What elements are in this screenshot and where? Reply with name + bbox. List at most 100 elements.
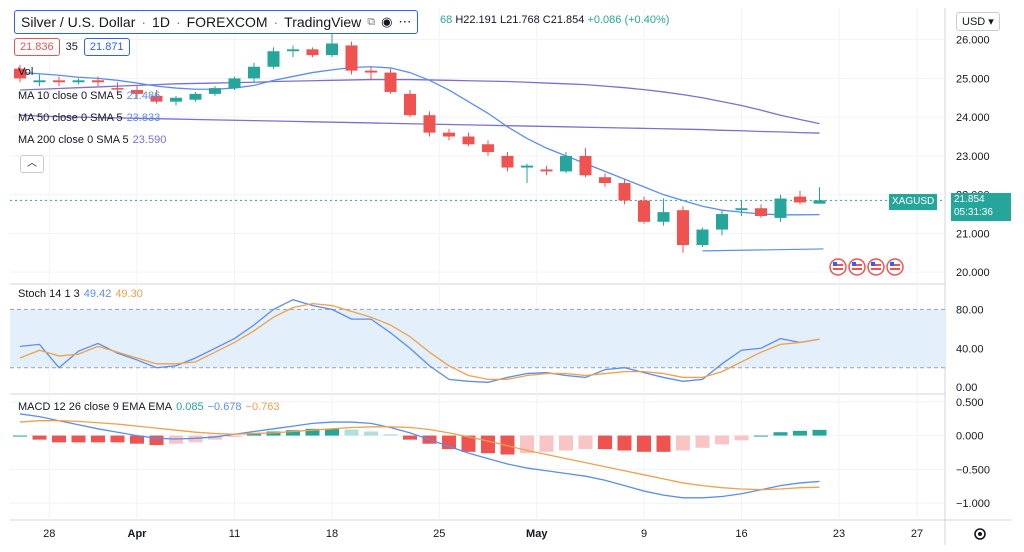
macd-histogram-bar bbox=[754, 435, 768, 437]
more-icon[interactable]: ⋯ bbox=[398, 14, 412, 29]
us-flag-icon bbox=[867, 258, 885, 276]
ohlc-high: H22.191 bbox=[455, 14, 497, 26]
candle-body bbox=[365, 70, 377, 73]
eye-icon[interactable]: ◉ bbox=[381, 14, 393, 29]
candle-body bbox=[287, 49, 299, 52]
bid-ask[interactable]: 21.836 35 21.871 bbox=[14, 38, 130, 56]
interval[interactable]: 1D bbox=[152, 14, 170, 30]
time-tick-label: 16 bbox=[735, 528, 747, 540]
candle-body bbox=[14, 68, 26, 79]
candle-body bbox=[326, 43, 338, 56]
bid-price[interactable]: 21.836 bbox=[14, 38, 60, 56]
us-flag-stripe bbox=[871, 268, 881, 270]
study-stoch[interactable]: Stoch 14 1 3 49.42 49.30 bbox=[18, 288, 143, 300]
candle-body bbox=[696, 229, 709, 246]
collapse-studies-icon[interactable]: ︿ bbox=[20, 155, 44, 173]
macd-line bbox=[19, 413, 820, 499]
stoch-tick-label: 0.00 bbox=[956, 382, 977, 394]
candle-body bbox=[813, 200, 826, 204]
macd-histogram-bar bbox=[266, 431, 281, 436]
macd-histogram-bar bbox=[461, 435, 476, 452]
us-flag-icon bbox=[886, 258, 904, 276]
candle-body bbox=[521, 165, 533, 168]
time-tick-label: Apr bbox=[128, 528, 148, 540]
macd-histogram-bar bbox=[13, 435, 27, 437]
macd-histogram-bar bbox=[32, 435, 47, 440]
symbol-header[interactable]: Silver / U.S. Dollar · 1D · FOREXCOM · T… bbox=[14, 10, 419, 34]
macd-histogram-bar bbox=[637, 435, 651, 452]
candle-body bbox=[599, 177, 611, 184]
candle-body bbox=[482, 144, 494, 153]
stoch-tick-label: 40.00 bbox=[956, 343, 984, 355]
candle-body bbox=[384, 72, 397, 92]
currency-selector[interactable]: USD ▾ bbox=[956, 12, 1000, 31]
price-tick-label: 21.000 bbox=[956, 228, 990, 240]
macd-histogram-bar bbox=[559, 435, 573, 451]
study-macd[interactable]: MACD 12 26 close 9 EMA EMA 0.085 −0.678 −0.… bbox=[18, 401, 280, 413]
candle-body bbox=[657, 212, 670, 222]
chevron-down-icon: ▾ bbox=[988, 16, 994, 28]
stoch-axis[interactable]: 80.00 40.00 0.00 bbox=[956, 304, 984, 394]
macd-histogram-bar bbox=[227, 435, 242, 437]
macd-histogram-bar bbox=[578, 435, 593, 450]
ohlc-readout: 68 H22.191 L21.768 C21.854 +0.086 (+0.40… bbox=[440, 14, 669, 26]
stoch-overbought-band bbox=[10, 309, 945, 368]
candle-body bbox=[170, 97, 182, 102]
event-markers[interactable] bbox=[829, 258, 904, 276]
macd-histogram-bar bbox=[325, 428, 339, 436]
ask-price[interactable]: 21.871 bbox=[83, 38, 130, 56]
last-price-tag: 21.854 05:31:36 bbox=[951, 193, 1011, 221]
macd-tick-label: 0.500 bbox=[956, 397, 984, 409]
macd-histogram-bar bbox=[481, 435, 495, 454]
stoch-band bbox=[10, 308, 945, 369]
study-vol[interactable]: Vol bbox=[18, 66, 34, 78]
macd-histogram-bar bbox=[656, 435, 671, 452]
candle-body bbox=[443, 132, 455, 137]
exchange: FOREXCOM bbox=[186, 14, 268, 30]
indicator-lines bbox=[10, 66, 945, 499]
candle-body bbox=[33, 80, 46, 83]
study-ma200[interactable]: MA 200 close 0 SMA 5 23.590 bbox=[18, 134, 167, 146]
time-axis[interactable]: 28 Apr 11 18 25 May 9 16 23 27 bbox=[43, 528, 923, 540]
stoch-k-line bbox=[19, 299, 820, 383]
macd-histogram-bar bbox=[364, 431, 378, 436]
candle-body bbox=[267, 51, 280, 67]
candle-body bbox=[462, 136, 475, 145]
macd-histogram-bar bbox=[773, 432, 788, 436]
candle-body bbox=[423, 115, 436, 133]
macd-histogram-bar bbox=[500, 435, 515, 455]
ma200-line bbox=[19, 114, 820, 134]
us-flag-canton bbox=[833, 262, 837, 266]
macd-histogram-bar bbox=[676, 435, 690, 451]
candle-body bbox=[794, 196, 806, 203]
candle-body bbox=[53, 80, 65, 83]
candle-body bbox=[677, 210, 689, 246]
settings-gear-icon[interactable] bbox=[974, 528, 986, 540]
macd-histogram-bar bbox=[734, 435, 749, 441]
candle-body bbox=[735, 208, 748, 211]
us-flag-stripe bbox=[871, 264, 881, 266]
macd-tick-label: 0.000 bbox=[956, 431, 984, 443]
time-tick-label: 27 bbox=[911, 528, 923, 540]
stoch-tick-label: 80.00 bbox=[956, 304, 984, 316]
us-flag-stripe bbox=[852, 264, 862, 266]
candle-body bbox=[501, 155, 514, 168]
study-ma50[interactable]: MA 50 close 0 SMA 5 23.833 bbox=[18, 112, 161, 124]
candles[interactable] bbox=[14, 31, 826, 253]
us-flag-stripe bbox=[890, 268, 900, 270]
candle-body bbox=[131, 90, 143, 94]
last-price: 21.854 bbox=[954, 194, 985, 205]
price-axis[interactable]: 26.00025.00024.00023.00022.00021.00020.0… bbox=[956, 35, 990, 280]
candle-body bbox=[345, 45, 358, 71]
hide-icon[interactable]: ⧉ bbox=[367, 15, 376, 28]
study-ma10[interactable]: MA 10 close 0 SMA 5 21.486 bbox=[18, 90, 161, 102]
symbol-tag: XAGUSD bbox=[889, 194, 938, 210]
us-flag-canton bbox=[852, 262, 856, 266]
candle-body bbox=[579, 155, 592, 176]
candle-body bbox=[638, 200, 650, 222]
macd-axis[interactable]: 0.500 0.000 −0.500 −1.000 bbox=[956, 397, 990, 510]
macd-histogram-bar bbox=[617, 435, 632, 451]
macd-histogram-bar bbox=[247, 432, 261, 436]
source: TradingView bbox=[284, 14, 362, 30]
